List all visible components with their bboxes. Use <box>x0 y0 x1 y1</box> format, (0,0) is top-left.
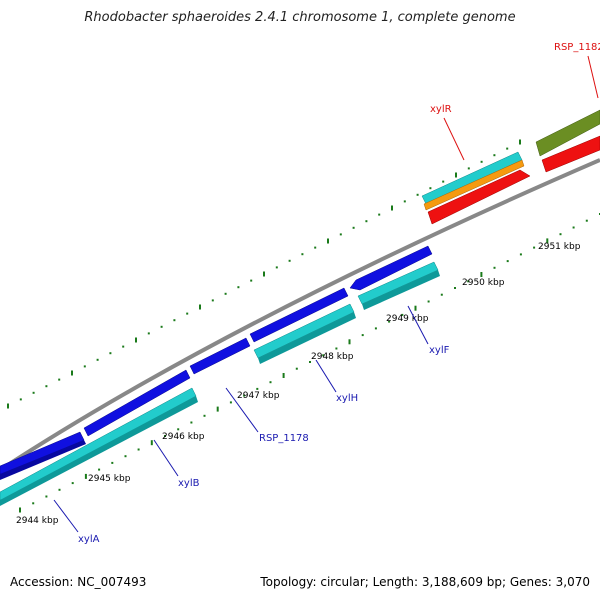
inner-tick-track <box>19 213 600 513</box>
kbp-label: 2944 kbp <box>16 516 59 526</box>
map-title: Rhodobacter sphaeroides 2.4.1 chromosome… <box>84 10 516 25</box>
gene-label-xylB[interactable]: xylB <box>178 478 200 489</box>
cyan-gene-track <box>0 151 523 501</box>
gene-feature[interactable] <box>189 337 251 375</box>
kbp-label: 2950 kbp <box>462 278 505 288</box>
accession-text: Accession: NC_007493 <box>10 575 147 589</box>
gene-feature[interactable] <box>423 159 525 211</box>
red-gene-track <box>427 135 600 225</box>
kbp-label: 2947 kbp <box>237 391 280 401</box>
gene-feature[interactable] <box>349 245 433 291</box>
gene-label-xylF[interactable]: xylF <box>429 345 450 356</box>
gene-labels: xylA xylB RSP_1178 xylH xylF xylR RSP_11… <box>78 42 600 545</box>
kbp-labels: 2944 kbp 2945 kbp 2946 kbp 2947 kbp 2948… <box>16 242 581 526</box>
gene-feature[interactable] <box>535 109 600 157</box>
chromosome-backbone <box>0 158 600 472</box>
gene-label-rsp1178[interactable]: RSP_1178 <box>259 433 309 444</box>
gene-label-rsp1182[interactable]: RSP_1182 <box>554 42 600 53</box>
kbp-label: 2951 kbp <box>538 242 581 252</box>
gene-feature[interactable] <box>541 135 600 173</box>
kbp-label: 2946 kbp <box>162 432 205 442</box>
gene-label-xylH[interactable]: xylH <box>336 393 358 404</box>
genome-stats-text: Topology: circular; Length: 3,188,609 bp… <box>260 575 590 589</box>
kbp-label: 2945 kbp <box>88 474 131 484</box>
gene-label-xylA[interactable]: xylA <box>78 534 100 545</box>
gene-label-xylR[interactable]: xylR <box>430 104 452 115</box>
outer-tick-track <box>7 139 521 409</box>
gene-feature[interactable] <box>249 287 349 343</box>
kbp-label: 2949 kbp <box>386 314 429 324</box>
kbp-label: 2948 kbp <box>311 352 354 362</box>
gene-feature[interactable] <box>83 369 191 437</box>
blue-gene-track <box>0 245 433 475</box>
gene-feature[interactable] <box>427 169 531 225</box>
